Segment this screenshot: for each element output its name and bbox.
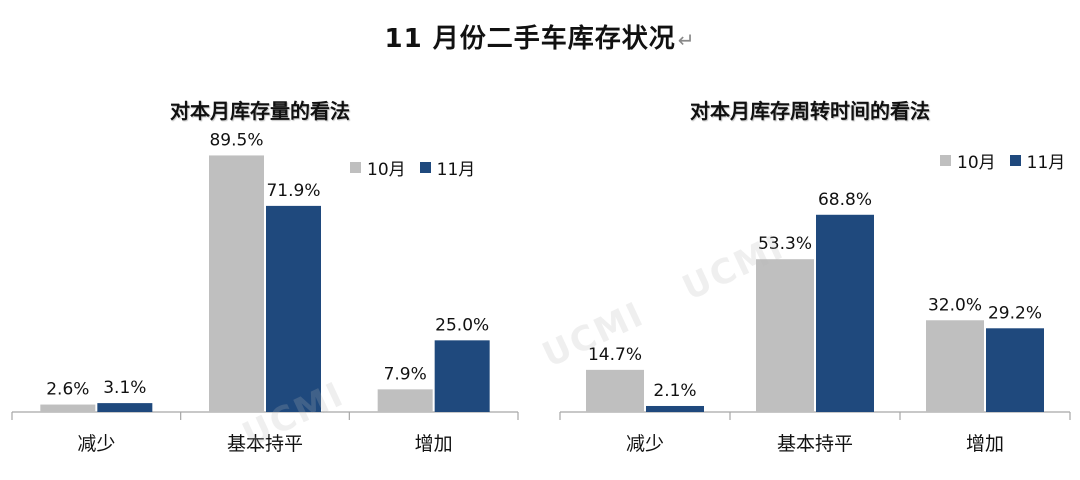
data-label: 68.8% bbox=[818, 190, 872, 210]
legend-item-nov: 11月 bbox=[1009, 148, 1066, 173]
chart-right: 对本月库存周转时间的看法 10月 11月 14.7% 2.1% 减少 53.3% 68.… bbox=[537, 0, 1080, 480]
bar-oct bbox=[40, 404, 96, 412]
data-label: 3.1% bbox=[103, 378, 146, 398]
bar-nov bbox=[816, 214, 874, 412]
data-label: 25.0% bbox=[435, 315, 489, 335]
data-label: 2.6% bbox=[46, 380, 89, 400]
data-label: 7.9% bbox=[384, 364, 427, 384]
bar-nov bbox=[97, 403, 153, 412]
bar-oct bbox=[377, 389, 433, 412]
legend-swatch-oct bbox=[940, 155, 951, 166]
legend-label-nov: 11月 bbox=[1026, 153, 1066, 173]
legend-item-nov: 11月 bbox=[419, 155, 476, 180]
x-tick-label: 减少 bbox=[77, 433, 115, 455]
bar-nov bbox=[266, 205, 321, 412]
bar-oct bbox=[209, 155, 264, 412]
x-tick-label: 增加 bbox=[415, 433, 453, 455]
bar-nov bbox=[986, 328, 1044, 412]
data-label: 53.3% bbox=[758, 234, 812, 254]
data-label: 89.5% bbox=[209, 130, 263, 150]
legend-swatch-nov bbox=[419, 162, 431, 173]
legend-item-oct: 10月 bbox=[940, 148, 996, 173]
bar-oct bbox=[756, 259, 814, 412]
chart-right-plot: 14.7% 2.1% 减少 53.3% 68.8% 基本持平 32.0% 29.2% 增加 bbox=[559, 190, 1071, 455]
data-label: 2.1% bbox=[653, 381, 696, 401]
legend-label-oct: 10月 bbox=[367, 160, 406, 180]
return-mark-icon: ↵ bbox=[677, 28, 696, 52]
chart-left-legend: 10月 11月 bbox=[350, 155, 475, 180]
chart-left: 对本月库存量的看法 10月 11月 2.6% 3.1% 减少 89.5% 71.9% 基本… bbox=[11, 99, 519, 456]
bar-nov bbox=[434, 340, 490, 412]
data-label: 71.9% bbox=[266, 181, 320, 201]
data-label: 29.2% bbox=[988, 303, 1042, 323]
chart-left-plot: 2.6% 3.1% 减少 89.5% 71.9% 基本持平 7.9% 25.0% 增加 bbox=[11, 130, 519, 455]
x-tick-label: 减少 bbox=[626, 433, 664, 455]
x-tick-label: 基本持平 bbox=[777, 433, 853, 455]
bar-nov bbox=[646, 405, 704, 412]
bar-oct bbox=[926, 320, 984, 412]
chart-right-legend: 10月 11月 bbox=[940, 148, 1065, 173]
x-tick-label: 基本持平 bbox=[227, 433, 303, 455]
data-label: 14.7% bbox=[588, 345, 642, 365]
legend-item-oct: 10月 bbox=[350, 155, 406, 180]
legend-swatch-oct bbox=[350, 162, 361, 173]
chart-left-title: 对本月库存量的看法 bbox=[170, 99, 350, 123]
page-title: 11 月份二手车库存状况 ↵ bbox=[0, 18, 1080, 55]
legend-label-oct: 10月 bbox=[957, 153, 996, 173]
page-title-text: 11 月份二手车库存状况 bbox=[384, 24, 676, 54]
x-tick-label: 增加 bbox=[966, 433, 1004, 455]
chart-right-title: 对本月库存周转时间的看法 bbox=[690, 99, 930, 123]
legend-swatch-nov bbox=[1009, 155, 1021, 166]
legend-label-nov: 11月 bbox=[436, 160, 476, 180]
data-label: 32.0% bbox=[928, 295, 982, 315]
bar-oct bbox=[586, 369, 644, 412]
